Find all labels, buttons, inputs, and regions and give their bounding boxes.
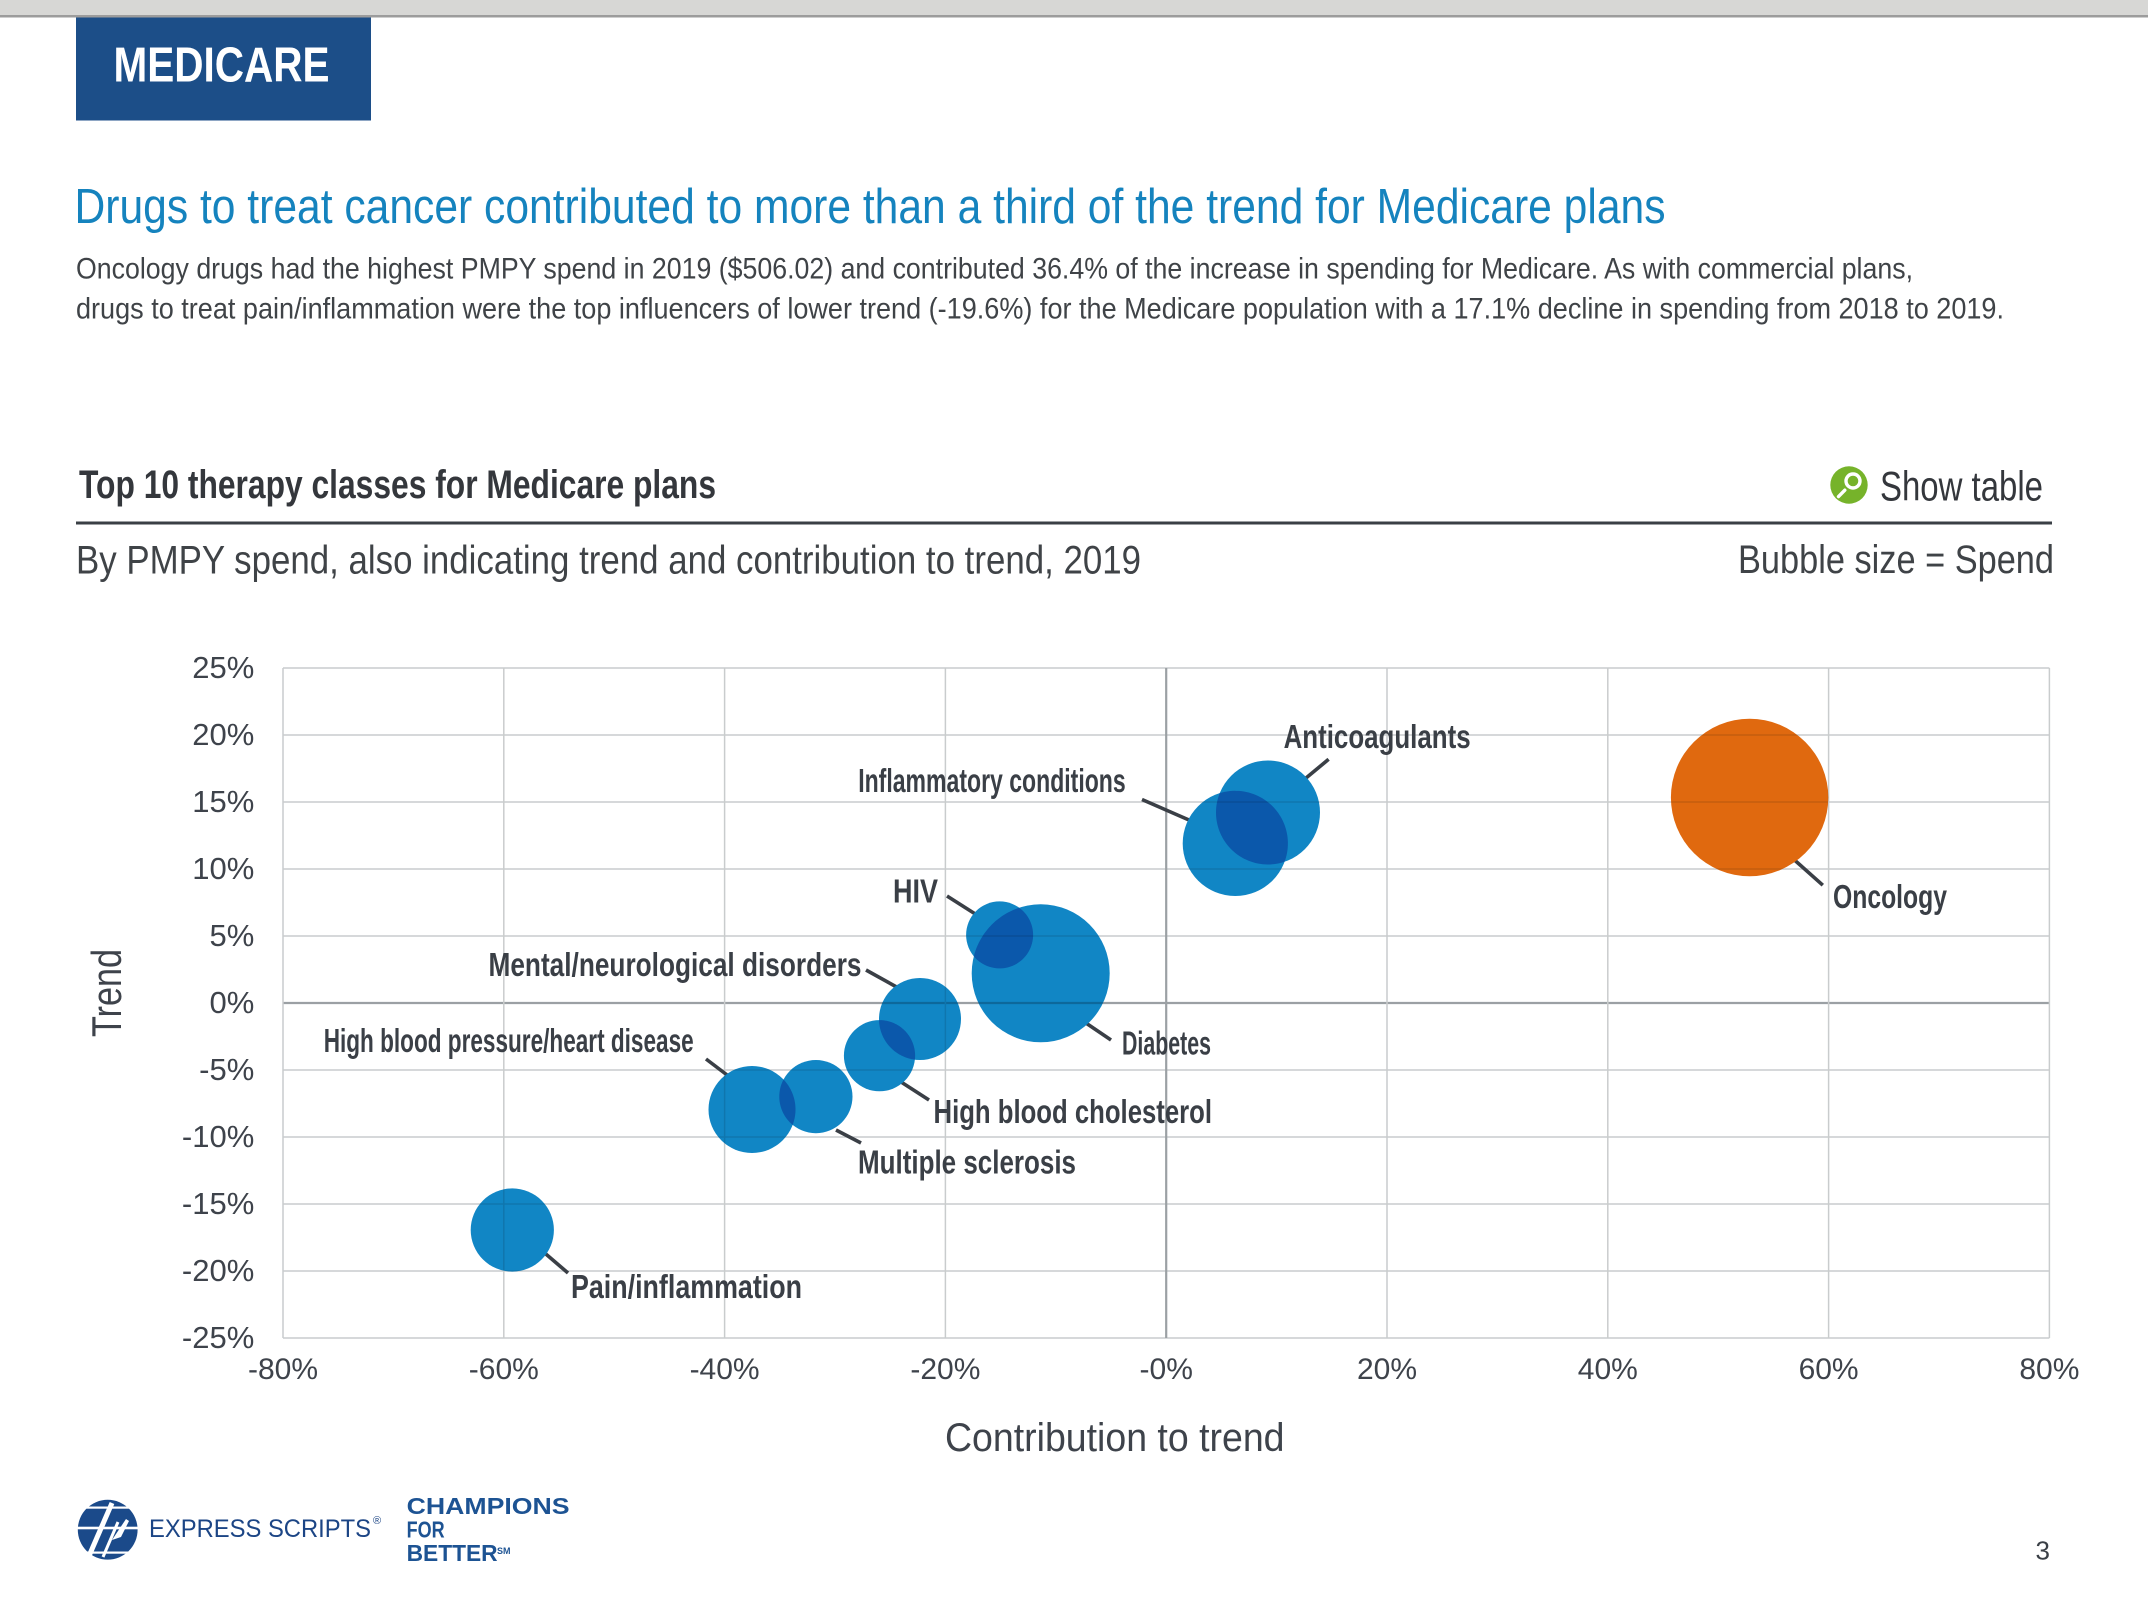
svg-text:-0%: -0% [1140,1353,1193,1386]
svg-text:80%: 80% [2019,1353,2079,1386]
svg-text:-5%: -5% [199,1052,254,1087]
svg-text:Diabetes: Diabetes [1122,1025,1211,1062]
svg-text:-20%: -20% [182,1253,254,1288]
svg-text:-25%: -25% [182,1320,254,1355]
svg-text:Show table: Show table [1880,463,2043,510]
svg-text:Oncology drugs had the highest: Oncology drugs had the highest PMPY spen… [76,253,1913,286]
svg-text:3: 3 [2036,1536,2050,1566]
svg-text:-10%: -10% [182,1119,254,1154]
svg-text:MEDICARE: MEDICARE [114,39,330,93]
svg-text:High blood pressure/heart dise: High blood pressure/heart disease [324,1023,694,1060]
svg-text:EXPRESS SCRIPTS: EXPRESS SCRIPTS [149,1515,371,1543]
svg-text:-40%: -40% [690,1353,760,1386]
svg-text:15%: 15% [192,784,254,819]
svg-text:-60%: -60% [469,1353,539,1386]
svg-text:HIV: HIV [893,874,939,911]
svg-text:10%: 10% [192,851,254,886]
svg-text:SM: SM [497,1546,511,1556]
svg-text:By PMPY spend, also indicating: By PMPY spend, also indicating trend and… [76,539,1141,583]
svg-text:®: ® [373,1515,381,1527]
svg-text:Anticoagulants: Anticoagulants [1284,719,1471,756]
svg-text:Top 10 therapy classes for Med: Top 10 therapy classes for Medicare plan… [79,463,716,507]
svg-text:Oncology: Oncology [1833,879,1947,916]
svg-text:BETTER: BETTER [407,1540,498,1566]
svg-text:FOR: FOR [407,1517,445,1543]
svg-text:-15%: -15% [182,1186,254,1221]
svg-text:Trend: Trend [83,949,130,1037]
svg-text:-20%: -20% [910,1353,980,1386]
svg-text:-80%: -80% [248,1353,318,1386]
svg-text:Inflammatory conditions: Inflammatory conditions [858,763,1125,800]
svg-text:High blood cholesterol: High blood cholesterol [934,1094,1213,1131]
svg-text:Contribution to trend: Contribution to trend [945,1416,1285,1460]
svg-text:0%: 0% [209,985,254,1020]
svg-text:Pain/inflammation: Pain/inflammation [571,1269,802,1306]
svg-text:Drugs to treat cancer contribu: Drugs to treat cancer contributed to mor… [75,180,1666,234]
svg-text:20%: 20% [192,717,254,752]
svg-text:drugs to treat pain/inflammati: drugs to treat pain/inflammation were th… [76,293,2004,326]
svg-text:CHAMPIONS: CHAMPIONS [407,1493,570,1519]
svg-text:20%: 20% [1357,1353,1417,1386]
svg-text:Mental/neurological disorders: Mental/neurological disorders [489,947,862,984]
svg-text:Multiple sclerosis: Multiple sclerosis [858,1145,1076,1182]
svg-text:60%: 60% [1799,1353,1859,1386]
svg-text:25%: 25% [192,650,254,685]
svg-text:5%: 5% [209,918,254,953]
svg-text:40%: 40% [1578,1353,1638,1386]
svg-text:Bubble size = Spend: Bubble size = Spend [1738,538,2054,582]
